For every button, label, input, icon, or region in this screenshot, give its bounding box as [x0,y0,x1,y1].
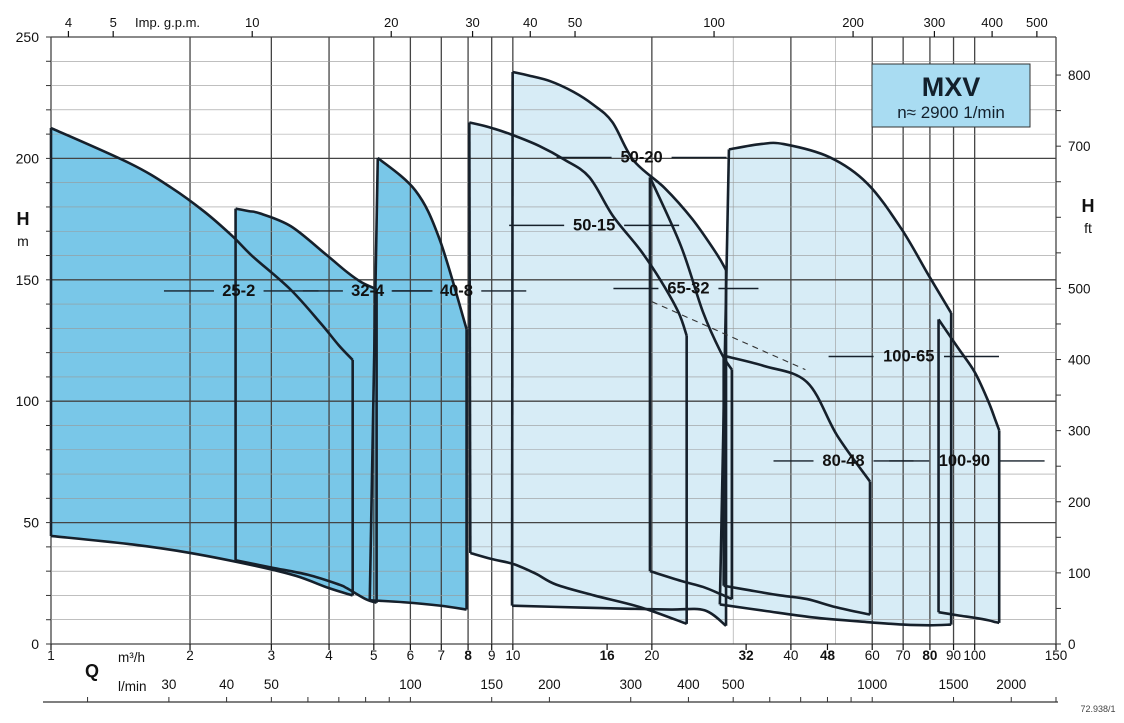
svg-text:ft: ft [1084,220,1092,236]
svg-text:10: 10 [505,648,520,663]
svg-text:300: 300 [924,15,946,30]
svg-text:32-4: 32-4 [351,282,385,300]
svg-text:150: 150 [1045,648,1068,663]
svg-text:72.938/1: 72.938/1 [1080,704,1115,714]
svg-text:m³/h: m³/h [118,650,145,665]
svg-text:70: 70 [896,648,911,663]
svg-text:100-65: 100-65 [883,348,934,366]
svg-text:1000: 1000 [857,677,887,692]
svg-text:4: 4 [65,15,72,30]
svg-text:10: 10 [245,15,259,30]
svg-text:6: 6 [407,648,415,663]
svg-text:100: 100 [399,677,422,692]
svg-text:5: 5 [370,648,378,663]
svg-text:4: 4 [325,648,333,663]
svg-text:200: 200 [538,677,561,692]
svg-text:9: 9 [488,648,496,663]
svg-text:40: 40 [523,15,537,30]
svg-text:48: 48 [820,648,836,663]
svg-text:200: 200 [842,15,864,30]
svg-text:500: 500 [1068,281,1091,296]
svg-text:40: 40 [219,677,234,692]
svg-text:100: 100 [963,648,986,663]
svg-text:150: 150 [480,677,503,692]
svg-text:H: H [1082,196,1095,216]
svg-text:50: 50 [23,515,39,531]
svg-text:100: 100 [16,393,40,409]
svg-text:H: H [17,209,30,229]
svg-text:100: 100 [703,15,725,30]
svg-text:0: 0 [1068,637,1076,652]
svg-text:Q: Q [85,661,99,681]
svg-text:700: 700 [1068,139,1091,154]
svg-text:300: 300 [619,677,642,692]
svg-text:50-20: 50-20 [620,148,662,166]
svg-text:2000: 2000 [996,677,1026,692]
svg-text:32: 32 [739,648,754,663]
svg-text:Imp. g.p.m.: Imp. g.p.m. [135,15,200,30]
svg-text:7: 7 [438,648,446,663]
svg-text:250: 250 [16,29,40,45]
svg-text:800: 800 [1068,68,1091,83]
svg-text:500: 500 [1026,15,1048,30]
svg-text:300: 300 [1068,424,1091,439]
svg-text:5: 5 [110,15,117,30]
svg-text:m: m [17,233,29,249]
svg-text:65-32: 65-32 [667,280,709,298]
svg-text:16: 16 [600,648,616,663]
svg-text:40-8: 40-8 [440,282,473,300]
svg-text:8: 8 [464,648,472,663]
svg-text:100: 100 [1068,566,1091,581]
svg-text:30: 30 [465,15,479,30]
svg-text:n≈ 2900 1/min: n≈ 2900 1/min [897,103,1005,122]
svg-text:MXV: MXV [922,72,981,102]
svg-text:0: 0 [31,636,39,652]
svg-text:3: 3 [268,648,276,663]
svg-text:l/min: l/min [118,679,147,694]
svg-text:60: 60 [865,648,880,663]
svg-text:50: 50 [264,677,279,692]
svg-text:150: 150 [16,272,40,288]
svg-text:400: 400 [677,677,700,692]
svg-text:50-15: 50-15 [573,216,615,234]
svg-text:20: 20 [384,15,398,30]
svg-text:200: 200 [1068,495,1091,510]
svg-text:20: 20 [644,648,659,663]
svg-text:200: 200 [16,150,40,166]
svg-text:80: 80 [922,648,937,663]
svg-text:1: 1 [47,648,55,663]
svg-text:2: 2 [186,648,194,663]
svg-text:30: 30 [161,677,176,692]
svg-text:100-90: 100-90 [939,452,990,470]
svg-text:400: 400 [1068,353,1091,368]
svg-text:500: 500 [722,677,745,692]
svg-text:1500: 1500 [939,677,969,692]
svg-text:50: 50 [568,15,582,30]
svg-text:80-48: 80-48 [822,452,864,470]
svg-text:90: 90 [946,648,961,663]
svg-text:25-2: 25-2 [222,282,255,300]
svg-text:40: 40 [783,648,798,663]
svg-text:400: 400 [981,15,1003,30]
